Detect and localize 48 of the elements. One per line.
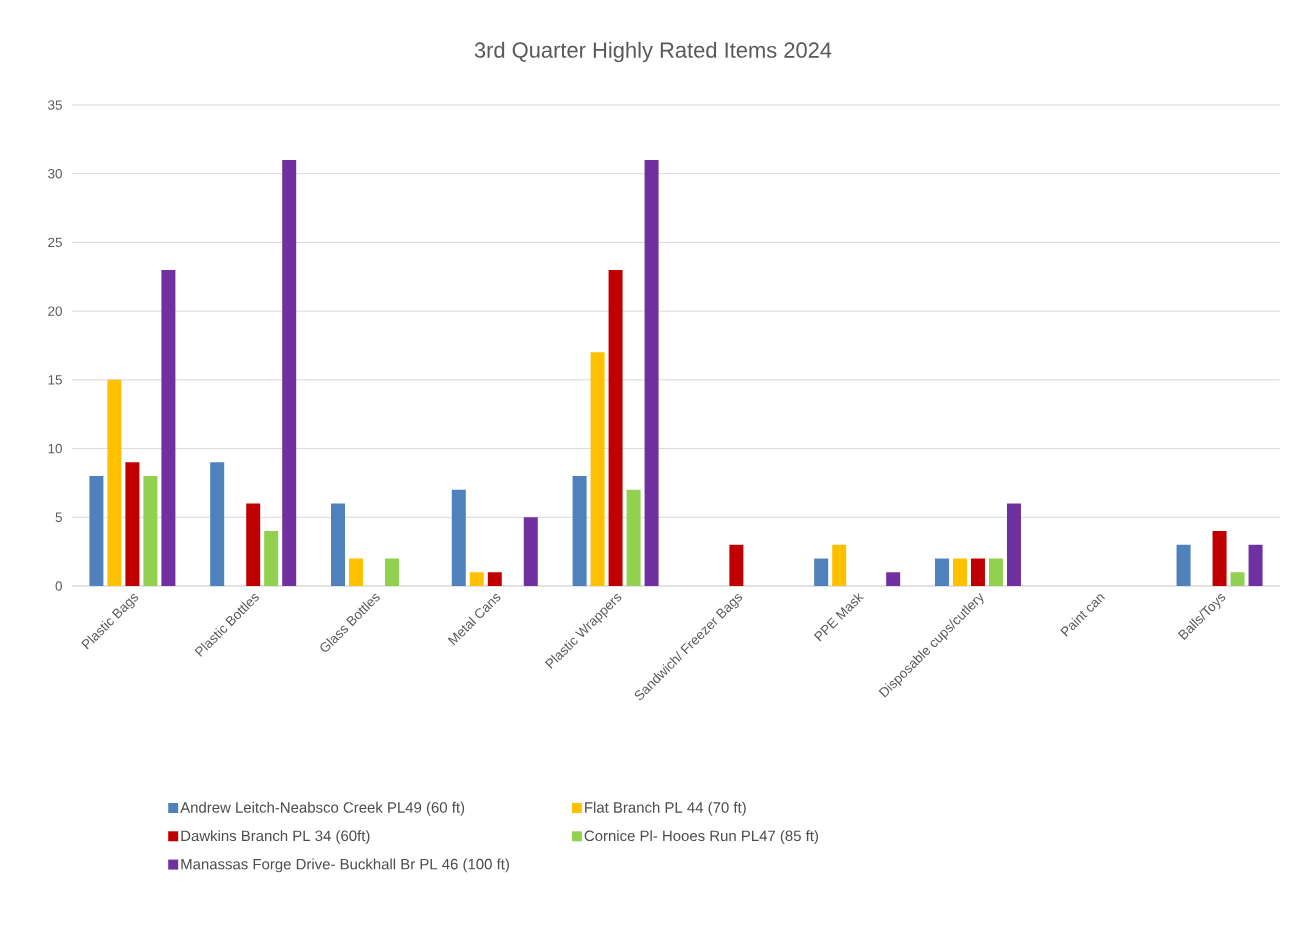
bar: [161, 269, 176, 586]
bar: [970, 558, 985, 586]
bar: [832, 544, 847, 586]
bar: [1006, 503, 1021, 586]
bar: [1176, 544, 1191, 586]
bar: [988, 558, 1003, 586]
bar: [125, 462, 140, 586]
bar: [330, 503, 345, 586]
bar: [626, 489, 641, 586]
bar: [348, 558, 363, 586]
bar: [590, 352, 605, 586]
bar: [210, 462, 225, 586]
legend-label: Flat Branch PL 44 (70 ft): [585, 801, 746, 816]
chart-title: 3rd Quarter Highly Rated Items 2024: [474, 41, 832, 63]
bar: [107, 379, 122, 586]
bar: [814, 558, 829, 586]
bar: [264, 531, 279, 586]
y-tick-label: 35: [48, 100, 62, 110]
bar: [246, 503, 261, 586]
bar: [89, 476, 104, 586]
y-tick-label: 20: [48, 306, 62, 316]
bar: [1230, 572, 1245, 586]
y-tick-label: 0: [55, 581, 62, 591]
bar: [952, 558, 967, 586]
legend-label: Cornice Pl- Hooes Run PL47 (85 ft): [584, 830, 818, 845]
y-tick-label: 5: [55, 512, 62, 522]
bar: [1248, 544, 1263, 586]
bar: [143, 476, 158, 586]
y-tick-label: 30: [48, 168, 62, 179]
legend-label: Manassas Forge Drive- Buckhall Br PL 46 (100 ft): [181, 858, 509, 873]
bar: [469, 572, 484, 586]
bar: [644, 159, 659, 586]
bar: [572, 476, 587, 586]
bar: [729, 544, 744, 586]
legend-label: Andrew Leitch-Neabsco Creek PL49 (60 ft): [180, 801, 465, 816]
y-tick-label: 10: [48, 443, 62, 454]
bar: [608, 269, 623, 586]
bar: [282, 159, 297, 586]
bar: [523, 517, 538, 586]
bar: [934, 558, 949, 586]
bar: [1212, 531, 1227, 586]
bar: [886, 572, 901, 586]
legend-label: Dawkins Branch PL 34 (60ft): [181, 830, 370, 845]
y-tick-label: 25: [48, 237, 62, 248]
bar: [384, 558, 399, 586]
bar: [487, 572, 502, 586]
y-tick-label: 15: [48, 375, 62, 385]
bar: [451, 489, 466, 586]
